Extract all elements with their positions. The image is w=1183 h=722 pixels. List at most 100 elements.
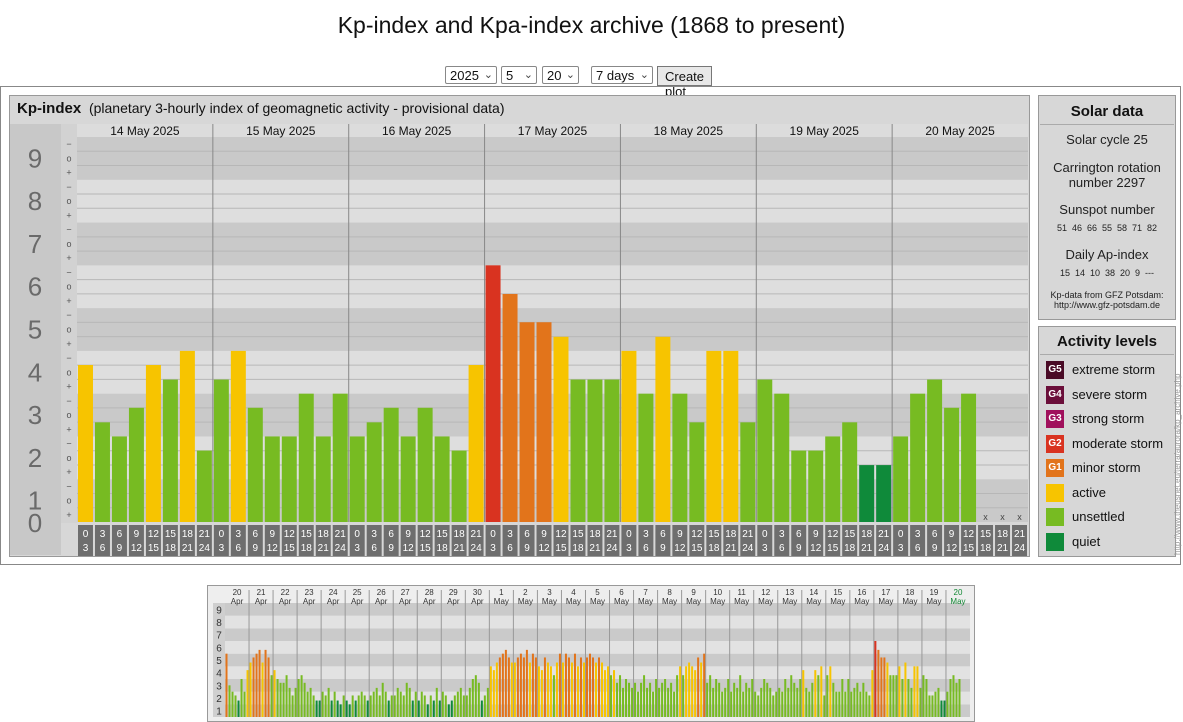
hour-end-label: 15 xyxy=(827,543,839,554)
y-subtick-label: − xyxy=(66,225,71,235)
hour-end-label: 6 xyxy=(371,543,377,554)
mini-kp-bar xyxy=(853,687,856,717)
source-line-2[interactable]: http://www.gfz-potsdam.de xyxy=(1053,300,1161,310)
mini-kp-bar xyxy=(234,695,237,717)
hour-box xyxy=(451,525,467,556)
hour-start-label: 15 xyxy=(572,529,584,540)
hour-end-label: 24 xyxy=(606,543,618,554)
hour-end-label: 15 xyxy=(555,543,567,554)
mini-kp-bar xyxy=(643,675,646,717)
kp-bar xyxy=(859,465,875,522)
activity-level-swatch: G5 xyxy=(1046,361,1064,379)
hour-start-label: 0 xyxy=(83,529,89,540)
hour-end-label: 9 xyxy=(796,543,802,554)
kp-bar xyxy=(94,422,110,522)
mini-kp-bar xyxy=(351,695,354,717)
mini-kp-bar xyxy=(811,682,814,717)
kp-bar xyxy=(808,450,824,522)
mini-kp-bar xyxy=(739,675,742,717)
mini-y-tick-label: 6 xyxy=(216,643,222,654)
hour-start-label: 21 xyxy=(1014,529,1026,540)
date-header-row xyxy=(77,124,1028,137)
y-tick-label: 3 xyxy=(28,400,42,430)
mini-kp-bar xyxy=(772,695,775,717)
date-label: 19 May 2025 xyxy=(790,124,860,138)
hour-end-label: 18 xyxy=(165,543,177,554)
kp-bar xyxy=(706,350,722,522)
activity-level-swatch: G4 xyxy=(1046,385,1064,404)
mini-kp-bar xyxy=(420,691,423,717)
create-plot-button[interactable]: Create plot xyxy=(657,66,713,99)
mini-day-label: 11 xyxy=(738,588,747,597)
mini-kp-bar xyxy=(916,666,919,717)
mini-kp-bar xyxy=(429,695,432,717)
kp-bar xyxy=(791,450,807,522)
y-tick-label: 4 xyxy=(28,357,42,387)
mini-kp-bar xyxy=(279,682,282,717)
mini-kp-bar xyxy=(736,687,739,717)
hour-end-label: 3 xyxy=(762,543,768,554)
grid-band xyxy=(77,265,1028,309)
hour-start-label: 6 xyxy=(117,529,123,540)
hour-box xyxy=(655,525,671,556)
mini-kp-bar xyxy=(886,662,889,717)
mini-kp-bar xyxy=(922,675,925,717)
mini-kp-bar xyxy=(805,687,808,717)
mini-kp-bar xyxy=(604,670,607,717)
hour-end-label: 18 xyxy=(437,543,449,554)
mini-kp-bar xyxy=(333,691,336,717)
span-select[interactable]: 7 days ⌄ xyxy=(591,66,653,84)
mini-kp-bar xyxy=(396,687,399,717)
hour-box xyxy=(213,525,229,556)
grid-band xyxy=(77,222,1028,266)
mini-kp-bar xyxy=(507,657,510,717)
mini-kp-bar xyxy=(453,695,456,717)
sunspot-label: Sunspot number xyxy=(1059,202,1155,217)
hour-box xyxy=(485,525,501,556)
mini-month-label: May xyxy=(758,597,773,606)
hour-start-label: 18 xyxy=(182,529,194,540)
hour-end-label: 24 xyxy=(878,543,890,554)
sunspot-values: 51 46 66 55 58 71 82 xyxy=(1056,223,1158,233)
mini-grid-band xyxy=(225,603,970,616)
mini-grid-band xyxy=(225,628,970,641)
mini-day-label: 8 xyxy=(667,588,672,597)
chevron-down-icon: ⌄ xyxy=(523,69,533,81)
y-tick-label: 5 xyxy=(28,315,42,345)
mini-kp-bar xyxy=(670,682,673,717)
year-select[interactable]: 2025 ⌄ xyxy=(445,66,497,84)
mini-kp-bar xyxy=(856,682,859,717)
hour-end-label: 24 xyxy=(335,543,347,554)
kp-bar xyxy=(502,293,518,522)
hour-start-label: 6 xyxy=(388,529,394,540)
hour-box xyxy=(944,525,960,556)
mini-kp-bar xyxy=(267,657,270,717)
mini-kp-bar xyxy=(850,691,853,717)
grid-band xyxy=(77,137,1028,180)
mini-kp-bar xyxy=(582,662,585,717)
kp-bar xyxy=(145,365,161,522)
mini-kp-bar xyxy=(516,657,519,717)
mini-month-label: Apr xyxy=(447,597,460,606)
mini-kp-bar xyxy=(474,675,477,717)
mini-kp-bar xyxy=(369,695,372,717)
month-select[interactable]: 5 ⌄ xyxy=(501,66,537,84)
kp-bar xyxy=(451,450,467,522)
y-subtick-label: − xyxy=(66,439,71,449)
mini-kp-bar xyxy=(402,695,405,717)
mini-kp-bar xyxy=(576,666,579,717)
mini-kp-bar xyxy=(378,695,381,717)
mini-y-tick-label: 9 xyxy=(216,605,222,616)
date-label: 16 May 2025 xyxy=(382,124,452,138)
mini-kp-bar xyxy=(766,682,769,717)
hour-end-label: 12 xyxy=(810,543,822,554)
mini-kp-bar xyxy=(342,695,345,717)
hour-end-label: 15 xyxy=(691,543,703,554)
hour-start-label: 6 xyxy=(932,529,938,540)
mini-grid-band xyxy=(225,691,970,705)
mini-kp-bar xyxy=(622,687,625,717)
mini-kp-bar xyxy=(240,679,243,717)
day-select[interactable]: 20 ⌄ xyxy=(542,66,579,84)
hour-box xyxy=(910,525,926,556)
hour-box xyxy=(502,525,518,556)
